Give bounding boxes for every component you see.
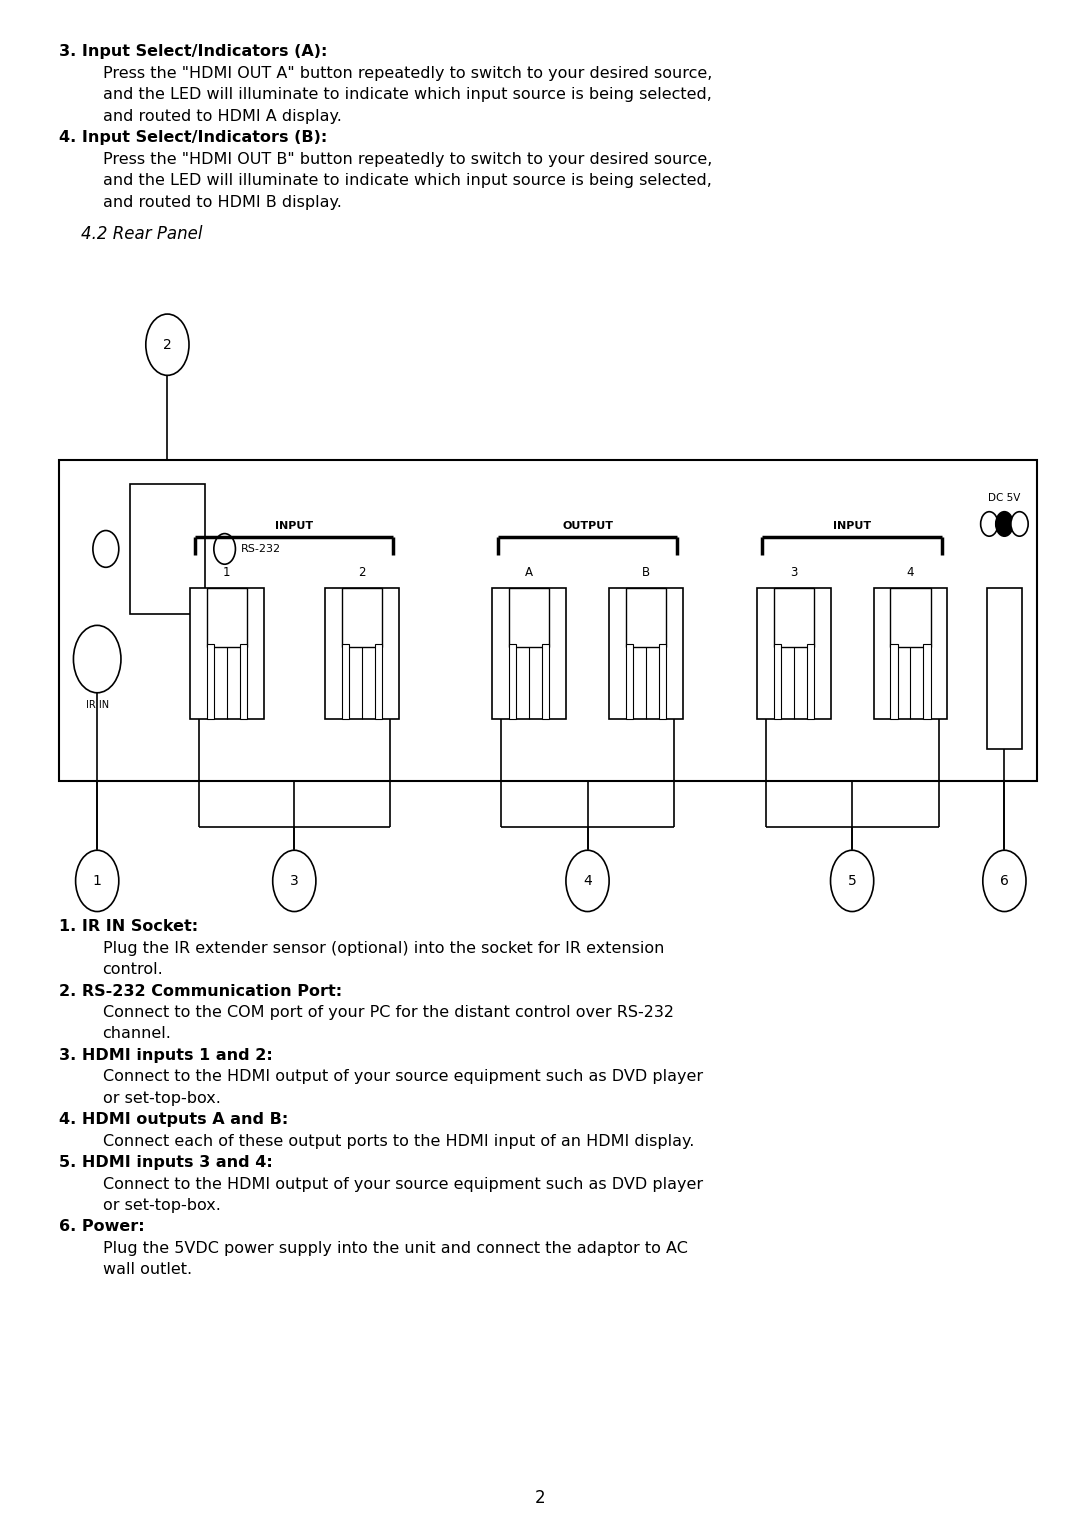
Bar <box>190 588 264 719</box>
Text: 2: 2 <box>163 337 172 352</box>
Text: 4: 4 <box>907 565 914 579</box>
Text: 2. RS-232 Communication Port:: 2. RS-232 Communication Port: <box>59 984 342 999</box>
Text: 4. Input Select/Indicators (B):: 4. Input Select/Indicators (B): <box>59 130 327 146</box>
Bar <box>130 484 205 614</box>
Text: 1: 1 <box>93 873 102 889</box>
Bar <box>492 588 566 719</box>
Circle shape <box>146 314 189 375</box>
Circle shape <box>73 625 121 692</box>
Text: Press the "HDMI OUT B" button repeatedly to switch to your desired source,: Press the "HDMI OUT B" button repeatedly… <box>103 152 712 167</box>
Text: 3. HDMI inputs 1 and 2:: 3. HDMI inputs 1 and 2: <box>59 1048 273 1063</box>
Text: Connect to the HDMI output of your source equipment such as DVD player: Connect to the HDMI output of your sourc… <box>103 1177 703 1192</box>
Bar <box>659 643 666 719</box>
Bar <box>325 588 399 719</box>
Bar <box>807 643 814 719</box>
Text: 2: 2 <box>535 1489 545 1507</box>
Bar <box>206 643 214 719</box>
Text: and the LED will illuminate to indicate which input source is being selected,: and the LED will illuminate to indicate … <box>103 87 712 103</box>
Text: and routed to HDMI B display.: and routed to HDMI B display. <box>103 195 341 210</box>
Text: 6. Power:: 6. Power: <box>59 1219 145 1235</box>
Circle shape <box>983 850 1026 912</box>
Bar <box>240 643 247 719</box>
Text: 2: 2 <box>359 565 365 579</box>
Circle shape <box>214 533 235 564</box>
Text: A: A <box>525 565 534 579</box>
Text: 3: 3 <box>791 565 797 579</box>
Bar <box>206 588 247 647</box>
Bar <box>59 460 1037 781</box>
Bar <box>987 588 1022 749</box>
Text: Connect to the COM port of your PC for the distant control over RS-232: Connect to the COM port of your PC for t… <box>103 1005 674 1020</box>
Bar <box>773 643 781 719</box>
Bar <box>890 643 897 719</box>
Text: 6: 6 <box>1000 873 1009 889</box>
Circle shape <box>1011 512 1028 536</box>
Bar <box>757 588 831 719</box>
Text: 4: 4 <box>583 873 592 889</box>
Text: B: B <box>642 565 650 579</box>
Bar <box>625 588 666 647</box>
Text: wall outlet.: wall outlet. <box>103 1262 192 1278</box>
Bar <box>542 643 550 719</box>
Text: 5: 5 <box>848 873 856 889</box>
Text: 5. HDMI inputs 3 and 4:: 5. HDMI inputs 3 and 4: <box>59 1155 273 1170</box>
Bar <box>609 588 683 719</box>
Text: Plug the IR extender sensor (optional) into the socket for IR extension: Plug the IR extender sensor (optional) i… <box>103 941 664 956</box>
Text: 4.2 Rear Panel: 4.2 Rear Panel <box>81 225 203 244</box>
Text: 1. IR IN Socket:: 1. IR IN Socket: <box>59 919 199 935</box>
Bar <box>341 643 349 719</box>
Text: Plug the 5VDC power supply into the unit and connect the adaptor to AC: Plug the 5VDC power supply into the unit… <box>103 1241 688 1256</box>
Text: IR IN: IR IN <box>85 700 109 711</box>
Circle shape <box>566 850 609 912</box>
Text: Connect each of these output ports to the HDMI input of an HDMI display.: Connect each of these output ports to th… <box>103 1134 694 1149</box>
Text: INPUT: INPUT <box>833 521 872 530</box>
Bar <box>874 588 947 719</box>
Text: DC 5V: DC 5V <box>988 493 1021 502</box>
Bar <box>625 643 633 719</box>
Text: RS-232: RS-232 <box>241 544 281 555</box>
Text: and the LED will illuminate to indicate which input source is being selected,: and the LED will illuminate to indicate … <box>103 173 712 188</box>
Circle shape <box>93 530 119 567</box>
Text: Connect to the HDMI output of your source equipment such as DVD player: Connect to the HDMI output of your sourc… <box>103 1069 703 1085</box>
Text: or set-top-box.: or set-top-box. <box>103 1198 220 1213</box>
Circle shape <box>76 850 119 912</box>
Bar <box>341 588 382 647</box>
Bar <box>375 643 382 719</box>
Text: 4. HDMI outputs A and B:: 4. HDMI outputs A and B: <box>59 1112 288 1128</box>
Circle shape <box>272 850 316 912</box>
Text: 3. Input Select/Indicators (A):: 3. Input Select/Indicators (A): <box>59 44 327 60</box>
Bar <box>773 588 814 647</box>
Text: control.: control. <box>103 962 163 977</box>
Text: 3: 3 <box>289 873 299 889</box>
Bar <box>923 643 931 719</box>
Text: 1: 1 <box>224 565 230 579</box>
Text: and routed to HDMI A display.: and routed to HDMI A display. <box>103 109 341 124</box>
Circle shape <box>981 512 998 536</box>
Circle shape <box>831 850 874 912</box>
Bar <box>509 588 550 647</box>
Text: OUTPUT: OUTPUT <box>562 521 613 530</box>
Circle shape <box>996 512 1013 536</box>
Text: or set-top-box.: or set-top-box. <box>103 1091 220 1106</box>
Bar <box>890 588 931 647</box>
Text: INPUT: INPUT <box>275 521 313 530</box>
Bar <box>509 643 516 719</box>
Text: Press the "HDMI OUT A" button repeatedly to switch to your desired source,: Press the "HDMI OUT A" button repeatedly… <box>103 66 712 81</box>
Text: channel.: channel. <box>103 1026 172 1042</box>
